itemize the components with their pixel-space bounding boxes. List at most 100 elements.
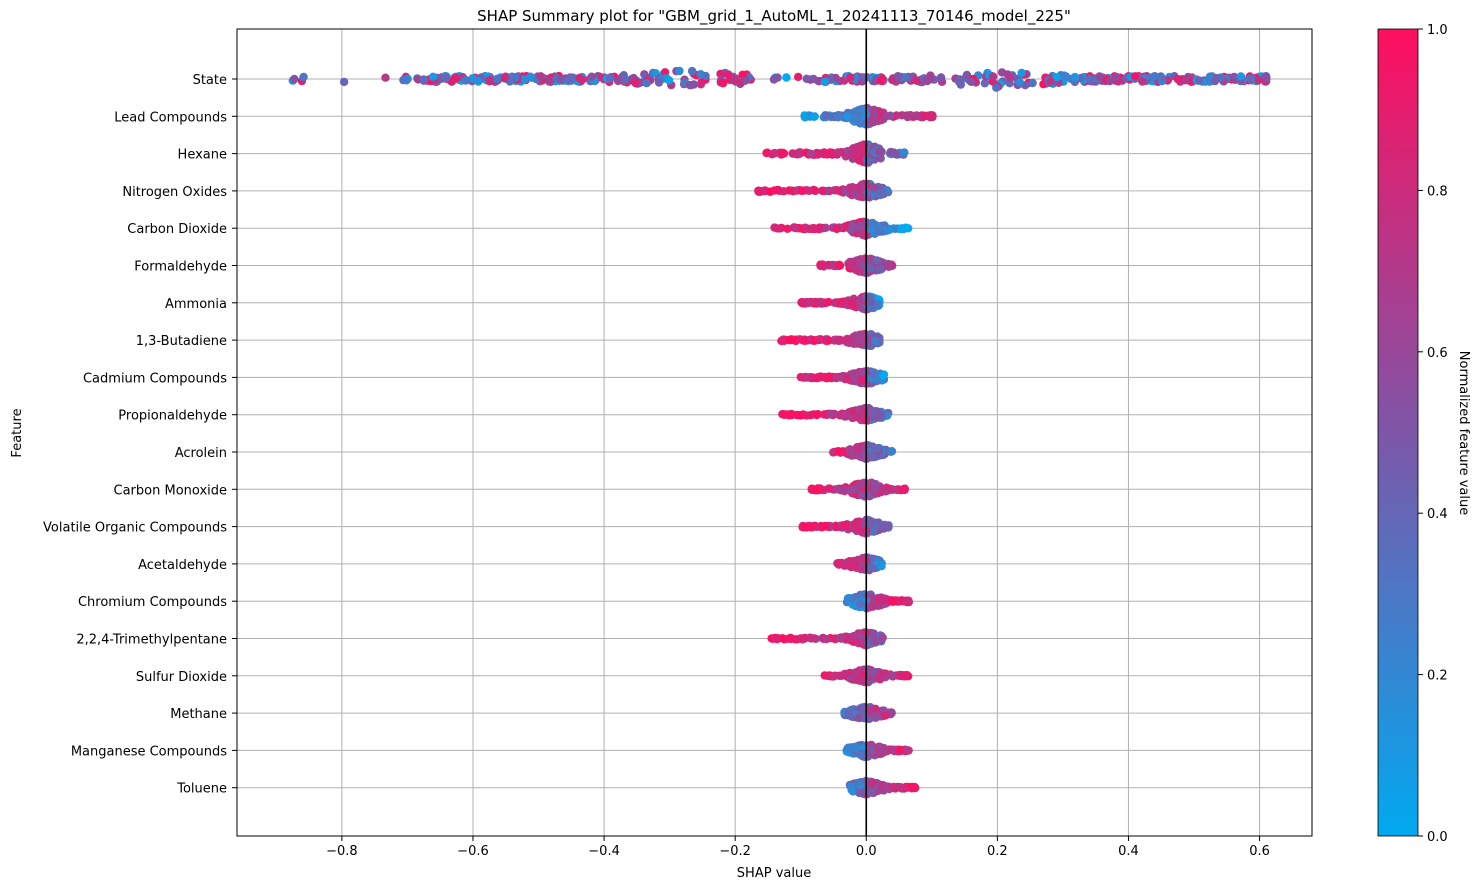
shap-point — [955, 75, 964, 84]
shap-point — [1173, 75, 1183, 84]
shap-point — [876, 671, 885, 680]
feature-label: 2,2,4-Trimethylpentane — [76, 633, 227, 648]
shap-point — [1131, 72, 1140, 81]
shap-point — [856, 600, 865, 609]
shap-point — [805, 411, 815, 420]
shap-point — [875, 595, 884, 604]
shap-point — [902, 596, 911, 605]
feature-label: Acetaldehyde — [138, 558, 227, 573]
shap-point — [613, 76, 623, 86]
shap-point — [876, 76, 885, 86]
shap-point — [899, 485, 908, 494]
shap-point — [856, 255, 865, 264]
shap-point — [754, 187, 763, 196]
shap-point — [848, 407, 858, 416]
shap-point — [858, 104, 867, 114]
shap-point — [891, 149, 901, 159]
shap-point — [796, 372, 805, 382]
shap-point — [878, 188, 887, 198]
shap-point — [812, 410, 821, 420]
shap-point — [804, 298, 813, 308]
shap-point — [829, 260, 838, 270]
shap-point — [1210, 76, 1220, 86]
shap-point — [1112, 72, 1121, 82]
shap-point — [851, 743, 861, 753]
shap-point — [880, 711, 890, 720]
feature-label: Ammonia — [165, 297, 227, 312]
shap-point — [870, 668, 879, 677]
shap-point — [870, 637, 879, 646]
shap-point — [556, 75, 565, 84]
shap-point — [773, 186, 782, 195]
shap-point — [741, 76, 750, 85]
shap-point — [492, 74, 502, 84]
colorbar-tick-label: 0.8 — [1427, 184, 1448, 199]
shap-point — [441, 73, 450, 83]
shap-point — [857, 375, 866, 385]
colorbar-tick-label: 0.6 — [1427, 346, 1448, 361]
shap-point — [845, 184, 855, 193]
shap-point — [847, 258, 856, 268]
shap-point — [840, 412, 849, 421]
shap-point — [766, 187, 775, 196]
shap-point — [779, 335, 788, 344]
shap-point — [866, 297, 875, 307]
shap-point — [803, 373, 812, 382]
shap-point — [818, 186, 827, 195]
shap-point — [1052, 73, 1061, 82]
scatter-points — [288, 66, 1271, 799]
shap-point — [884, 261, 893, 270]
shap-point — [290, 74, 299, 84]
feature-label: Toluene — [176, 782, 227, 797]
shap-point — [867, 517, 876, 527]
shap-point — [1070, 72, 1080, 82]
shap-point — [833, 148, 843, 157]
shap-point — [1254, 76, 1263, 85]
shap-point — [785, 186, 794, 195]
shap-point — [854, 445, 863, 454]
shap-point — [794, 72, 803, 82]
shap-point — [912, 76, 922, 85]
shap-point — [809, 223, 818, 233]
shap-point — [863, 188, 872, 197]
shap-point — [664, 76, 674, 85]
shap-point — [829, 672, 838, 681]
feature-label: Methane — [170, 707, 227, 722]
shap-point — [835, 633, 845, 642]
shap-point — [868, 406, 877, 416]
feature-label: Hexane — [178, 148, 227, 163]
shap-point — [820, 77, 829, 87]
shap-point — [855, 156, 864, 165]
shap-point — [893, 72, 903, 81]
shap-point — [841, 486, 850, 495]
shap-point — [821, 522, 830, 531]
shap-point — [967, 77, 976, 87]
shap-point — [869, 109, 878, 118]
shap-point — [770, 148, 779, 158]
shap-point — [845, 674, 854, 683]
shap-point — [868, 601, 877, 610]
shap-point — [853, 145, 863, 155]
colorbar-tick-label: 0.4 — [1427, 507, 1448, 522]
shap-point — [870, 485, 879, 494]
shap-point — [870, 336, 880, 346]
shap-point — [872, 256, 882, 265]
shap-point — [796, 411, 805, 420]
colorbar-label: Normalized feature value — [1456, 351, 1471, 515]
colorbar-ticks: 0.0 0.2 0.4 0.6 0.8 1.0 — [1418, 23, 1448, 845]
shap-point — [843, 112, 852, 121]
x-axis-label: SHAP value — [737, 866, 811, 881]
shap-point — [575, 73, 584, 83]
colorbar-tick-label: 0.0 — [1427, 830, 1448, 845]
shap-point — [897, 224, 906, 234]
shap-point — [817, 298, 827, 307]
shap-point — [642, 79, 651, 88]
shap-point — [1105, 76, 1114, 86]
shap-point — [867, 747, 877, 756]
shap-point — [1095, 72, 1104, 81]
shap-point — [778, 634, 787, 643]
x-tick-label: −0.6 — [457, 844, 489, 859]
shap-point — [904, 224, 913, 233]
shap-point — [854, 713, 863, 722]
